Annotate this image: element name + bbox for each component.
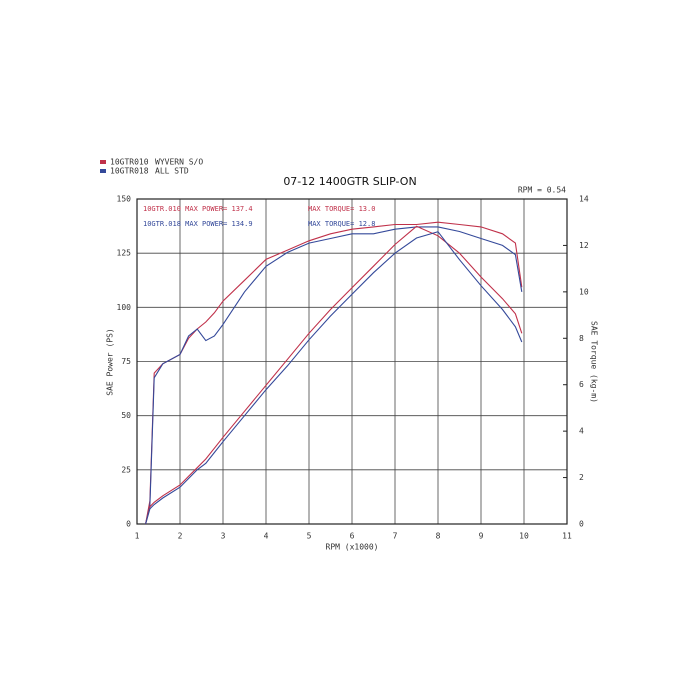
x-axis-label: RPM (x1000) (326, 543, 379, 552)
annotation: MAX TORQUE= 12.8 (308, 220, 375, 228)
chart-title: 07-12 1400GTR SLIP-ON (283, 175, 416, 188)
legend-label: WYVERN S/O (155, 158, 203, 167)
y-tick-label: 125 (117, 249, 132, 258)
x-tick-label: 3 (221, 532, 226, 541)
y2-tick-label: 6 (579, 380, 584, 389)
x-tick-label: 1 (135, 532, 140, 541)
legend-swatch (100, 160, 106, 164)
y-tick-label: 75 (121, 357, 131, 366)
annotation: 10GTR.018 MAX POWER= 134.9 (143, 220, 253, 228)
y-tick-label: 100 (117, 303, 132, 312)
y2-tick-label: 10 (579, 287, 589, 296)
x-tick-label: 4 (264, 532, 269, 541)
curve (145, 225, 523, 525)
legend-code: 10GTR010 (110, 158, 149, 167)
y-tick-label: 25 (121, 465, 131, 474)
y2-tick-label: 14 (579, 195, 589, 204)
y-axis-label: SAE Power (PS) (106, 328, 115, 395)
x-tick-label: 2 (178, 532, 183, 541)
plot-frame (136, 198, 568, 525)
x-tick-label: 8 (436, 532, 441, 541)
curve (145, 231, 523, 525)
y-tick-label: 150 (117, 195, 132, 204)
y2-tick-label: 2 (579, 473, 584, 482)
x-tick-label: 5 (307, 532, 312, 541)
x-tick-label: 11 (562, 532, 572, 541)
y-tick-label: 50 (121, 411, 131, 420)
y-tick-label: 0 (126, 520, 131, 529)
x-tick-label: 7 (393, 532, 398, 541)
annotation: 10GTR.010 MAX POWER= 137.4 (143, 205, 253, 213)
legend-swatch (100, 169, 106, 173)
x-tick-label: 9 (479, 532, 484, 541)
y2-axis-label: SAE Torque (kg-m) (590, 321, 599, 403)
y2-tick-label: 0 (579, 520, 584, 529)
annotation: MAX TORQUE= 13.0 (308, 205, 375, 213)
curve (145, 226, 523, 525)
legend-label: ALL STD (155, 167, 189, 176)
y2-tick-label: 8 (579, 334, 584, 343)
y2-tick-label: 12 (579, 241, 589, 250)
x-tick-label: 6 (350, 532, 355, 541)
y2-tick-label: 4 (579, 427, 584, 436)
corner-note: RPM = 0.54 (518, 186, 566, 195)
x-tick-label: 10 (519, 532, 529, 541)
legend-code: 10GTR018 (110, 167, 149, 176)
